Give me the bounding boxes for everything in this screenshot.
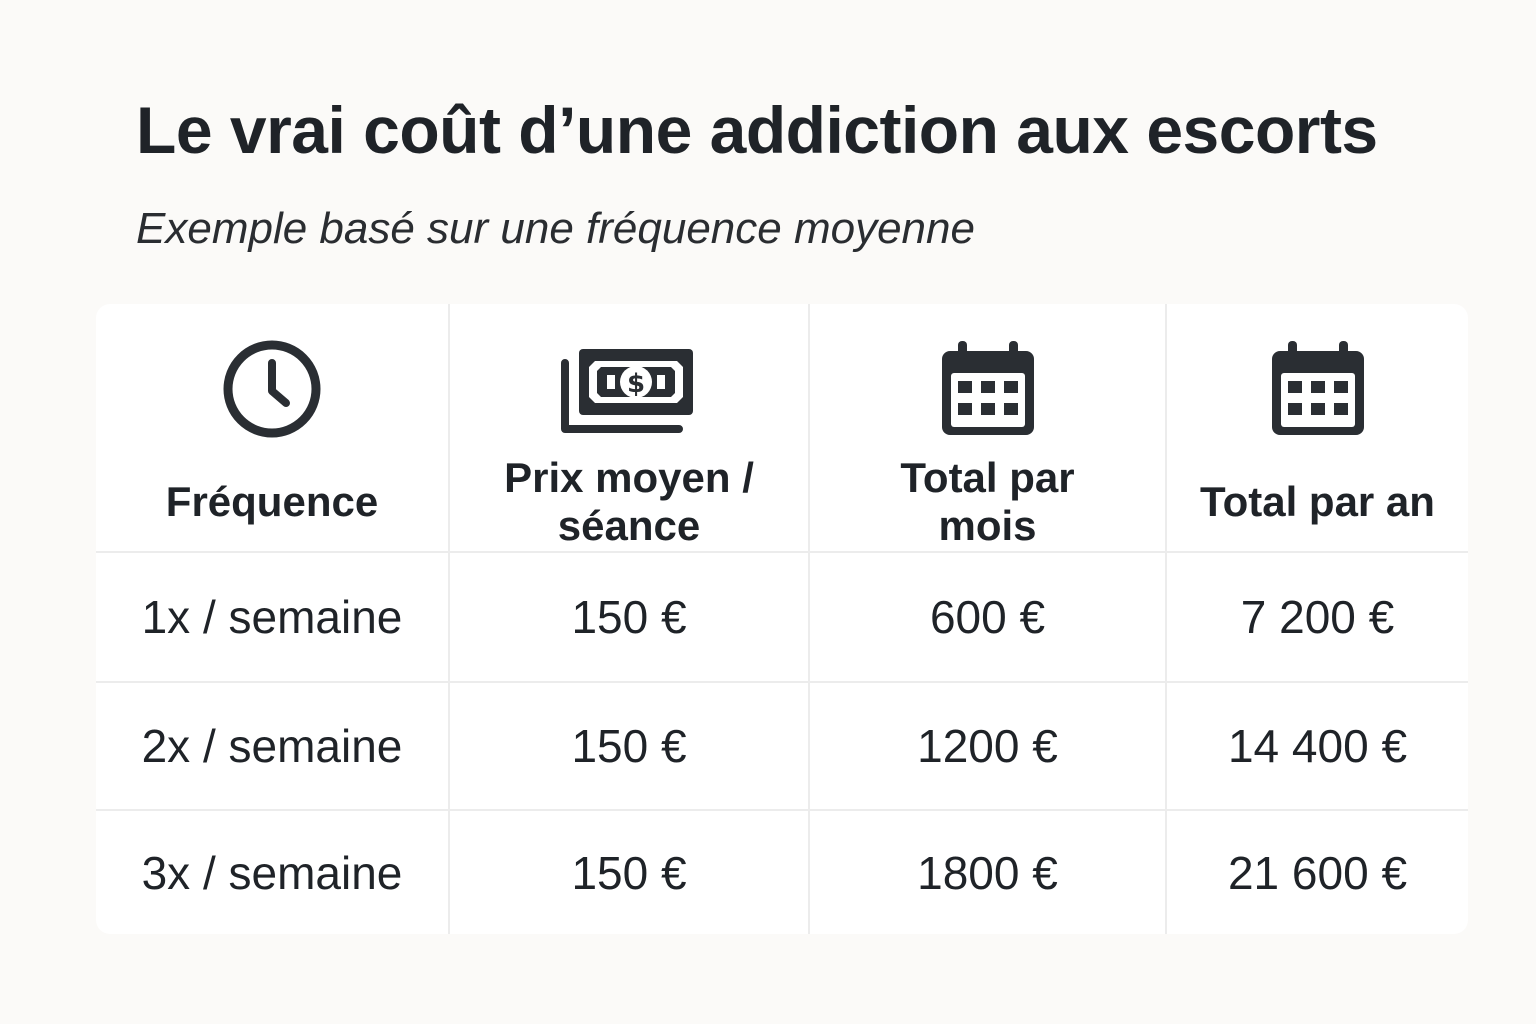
column-divider — [448, 304, 450, 934]
row-divider — [96, 551, 1468, 553]
clock-icon — [202, 334, 342, 444]
calendar-icon — [918, 334, 1058, 444]
column-divider — [1165, 304, 1167, 934]
svg-text:$: $ — [627, 369, 645, 399]
table-cell: 600 € — [929, 591, 1046, 643]
page-subtitle: Exemple basé sur une fréquence moyenne — [136, 204, 975, 253]
table-cell: 1200 € — [917, 720, 1058, 772]
header-prix-moyen: $ Prix moyen / séance — [450, 304, 808, 552]
table-cell: 150 € — [571, 720, 687, 772]
table-cell: 14 400 € — [1227, 720, 1408, 772]
header-total-an: Total par an — [1167, 304, 1468, 552]
row-divider — [96, 809, 1468, 811]
calendar-icon — [1248, 334, 1388, 444]
header-frequence: Fréquence — [96, 304, 448, 552]
header-label: Fréquence — [165, 478, 379, 525]
table-cell: 1x / semaine — [141, 591, 403, 643]
table-cell: 7 200 € — [1240, 591, 1395, 643]
table-cell: 150 € — [571, 846, 687, 899]
table-cell: 3x / semaine — [141, 846, 403, 899]
table-cell: 1800 € — [917, 846, 1058, 899]
header-label: Total par mois — [900, 454, 1075, 549]
table-cell: 2x / semaine — [141, 720, 403, 772]
table-cell: 150 € — [571, 591, 687, 643]
column-divider — [808, 304, 810, 934]
header-label: Prix moyen / séance — [504, 454, 754, 549]
header-total-mois: Total par mois — [810, 304, 1165, 552]
cost-table: Fréquence $ Prix moyen / séance — [96, 304, 1468, 934]
table-grid — [96, 304, 1468, 934]
header-label: Total par an — [1200, 478, 1435, 525]
table-cell: 21 600 € — [1227, 846, 1408, 899]
page-title: Le vrai coût d’une addiction aux escorts — [136, 93, 1378, 167]
row-divider — [96, 681, 1468, 683]
money-icon: $ — [559, 334, 699, 444]
